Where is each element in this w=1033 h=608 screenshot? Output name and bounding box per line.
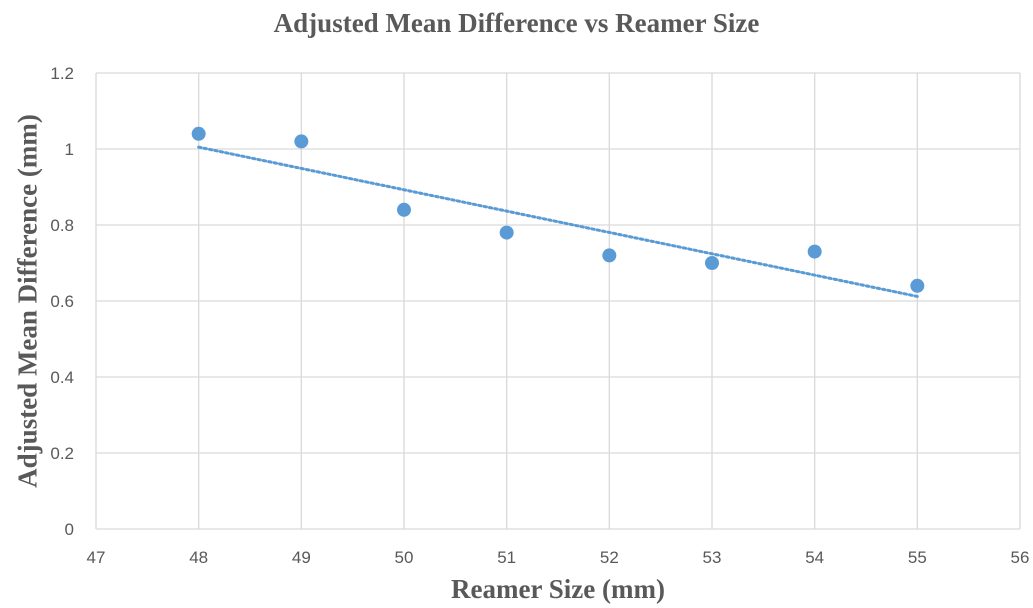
data-point xyxy=(191,126,206,141)
y-tick-label: 1 xyxy=(65,140,74,159)
chart-title: Adjusted Mean Difference vs Reamer Size xyxy=(273,8,760,38)
x-tick-label: 48 xyxy=(189,548,208,567)
x-tick-label: 56 xyxy=(1011,548,1030,567)
y-tick-label: 0.8 xyxy=(50,216,74,235)
x-tick-label: 55 xyxy=(908,548,927,567)
y-tick-label: 0 xyxy=(65,520,74,539)
trendline xyxy=(197,145,919,298)
x-tick-label: 52 xyxy=(600,548,619,567)
data-point xyxy=(499,225,514,240)
x-tick-label: 47 xyxy=(87,548,106,567)
x-tick-label: 51 xyxy=(497,548,516,567)
y-tick-label: 1.2 xyxy=(50,64,74,83)
data-point xyxy=(294,134,309,149)
x-tick-label: 53 xyxy=(703,548,722,567)
data-point xyxy=(602,248,617,263)
x-tick-label: 54 xyxy=(805,548,824,567)
x-tick-label: 50 xyxy=(395,548,414,567)
data-point xyxy=(397,202,411,217)
data-point xyxy=(910,278,925,293)
x-tick-label: 49 xyxy=(292,548,311,567)
y-axis-title: Adjusted Mean Difference (mm) xyxy=(12,114,43,488)
x-axis-title: Reamer Size (mm) xyxy=(451,574,665,604)
y-tick-label: 0.6 xyxy=(50,292,74,311)
y-tick-label: 0.2 xyxy=(50,444,74,463)
data-point xyxy=(705,256,719,270)
y-tick-label: 0.4 xyxy=(50,368,74,387)
data-point xyxy=(807,244,822,259)
